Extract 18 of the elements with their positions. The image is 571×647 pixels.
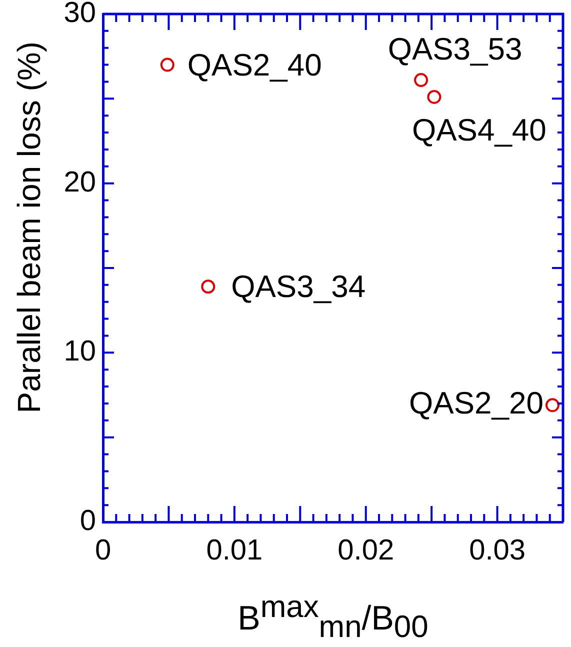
x-tick-label: 0.02 — [338, 534, 394, 566]
annotation: QAS2_20 — [409, 386, 544, 421]
annotation: QAS2_40 — [187, 47, 322, 82]
point — [545, 398, 560, 412]
point — [427, 90, 442, 104]
y-tick-label: 10 — [64, 336, 96, 368]
x-tick-label: 0.03 — [469, 534, 526, 566]
annotation: QAS3_53 — [388, 32, 522, 67]
y-tick-label: 30 — [64, 0, 96, 29]
annotation: QAS4_40 — [412, 112, 546, 148]
point — [160, 58, 174, 72]
point — [414, 73, 428, 88]
point — [201, 280, 216, 294]
y-axis-title: Parallel beam ion loss (%) — [10, 42, 47, 414]
y-tick-label: 0 — [80, 505, 96, 537]
annotation: QAS3_34 — [231, 269, 366, 304]
x-tick-label: 0.01 — [206, 534, 263, 566]
y-tick-label: 20 — [64, 166, 96, 198]
